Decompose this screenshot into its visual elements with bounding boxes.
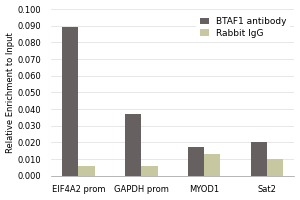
- Bar: [125, 114, 141, 176]
- Bar: [62, 27, 78, 176]
- Legend: BTAF1 antibody, Rabbit IgG: BTAF1 antibody, Rabbit IgG: [196, 14, 290, 42]
- Bar: [204, 154, 220, 176]
- Bar: [267, 159, 284, 176]
- Bar: [78, 166, 95, 176]
- Bar: [188, 147, 204, 176]
- Bar: [250, 142, 267, 176]
- Y-axis label: Relative Enrichment to Input: Relative Enrichment to Input: [6, 32, 15, 153]
- Bar: [141, 166, 158, 176]
